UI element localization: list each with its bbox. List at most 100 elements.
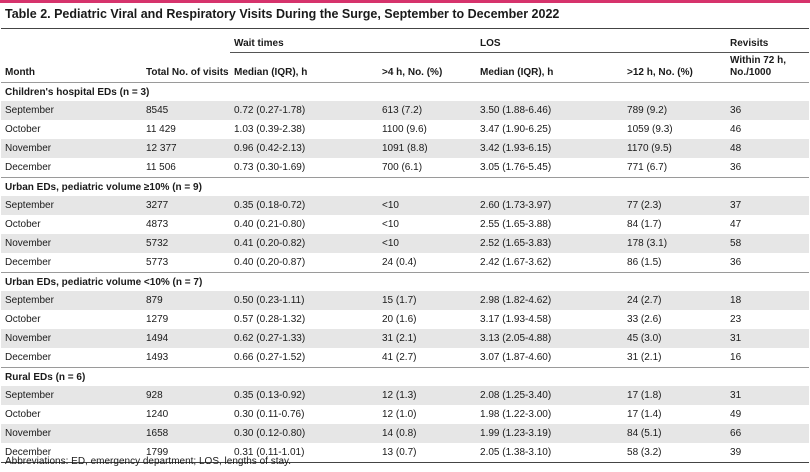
cell-wait-median: 0.30 (0.12-0.80): [230, 424, 378, 443]
cell-revisits: 66: [726, 424, 810, 443]
cell-los-median: 2.55 (1.65-3.88): [480, 219, 552, 230]
cell-los-median: 3.17 (1.93-4.58): [480, 314, 552, 325]
cell-wait-over-4h: <10: [378, 234, 477, 253]
cell-wait-over-4h: 41 (2.7): [382, 352, 417, 363]
section-label: Rural EDs (n = 6): [1, 367, 810, 386]
cell-revisits: 31: [726, 386, 810, 405]
cell-month: December: [5, 352, 52, 363]
cell-wait-median: 0.35 (0.18-0.72): [230, 196, 378, 215]
column-header-wait-median: Median (IQR), h: [234, 67, 308, 78]
cell-wait-median: 0.66 (0.27-1.52): [234, 352, 306, 363]
table-row: November 1494 0.62 (0.27-1.33) 31 (2.1) …: [1, 329, 810, 348]
section-rural: Rural EDs (n = 6) September 928 0.35 (0.…: [1, 367, 810, 463]
cell-wait-median: 0.31 (0.11-1.01): [234, 447, 305, 458]
cell-los-median: 2.08 (1.25-3.40): [476, 386, 624, 405]
table-row: October 4873 0.40 (0.21-0.80) <10 2.55 (…: [1, 215, 809, 234]
cell-month: November: [1, 424, 142, 443]
cell-wait-median: 1.03 (0.39-2.38): [234, 124, 306, 135]
table-title: Table 2. Pediatric Viral and Respiratory…: [5, 7, 560, 21]
cell-wait-median: 0.72 (0.27-1.78): [230, 101, 378, 120]
cell-total: 11 429: [146, 124, 176, 135]
column-header-total-visits: Total No. of visits: [146, 67, 229, 78]
cell-wait-over-4h: 613 (7.2): [378, 101, 477, 120]
cell-total: 5773: [146, 257, 169, 268]
column-header-revisits-72h: Within 72 h, No./1000: [730, 55, 787, 78]
cell-los-over-12h: 789 (9.2): [623, 101, 727, 120]
cell-revisits: 46: [730, 124, 742, 135]
cell-revisits: 48: [726, 139, 810, 158]
cell-month: September: [1, 101, 142, 120]
cell-los-over-12h: 33 (2.6): [627, 314, 662, 325]
cell-total: 12 377: [142, 139, 230, 158]
cell-revisits: 23: [730, 314, 742, 325]
cell-revisits: 39: [730, 447, 742, 458]
cell-month: September: [1, 386, 142, 405]
cell-wait-over-4h: 1091 (8.8): [378, 139, 477, 158]
cell-los-median: 2.98 (1.82-4.62): [476, 291, 624, 310]
cell-wait-median: 0.50 (0.23-1.11): [230, 291, 378, 310]
cell-month: November: [1, 234, 142, 253]
section-urban-low-pediatric: Urban EDs, pediatric volume <10% (n = 7)…: [1, 272, 810, 368]
table-row: October 1279 0.57 (0.28-1.32) 20 (1.6) 3…: [1, 310, 809, 329]
cell-total: 3277: [142, 196, 230, 215]
header-spacer: [1, 29, 142, 53]
cell-month: October: [5, 219, 41, 230]
cell-wait-median: 0.40 (0.21-0.80): [234, 219, 306, 230]
cell-wait-over-4h: 700 (6.1): [382, 162, 423, 173]
cell-los-over-12h: 178 (3.1): [623, 234, 727, 253]
table-row: November 12 377 0.96 (0.42-2.13) 1091 (8…: [1, 139, 810, 158]
cell-los-over-12h: 84 (1.7): [627, 219, 662, 230]
cell-total: 1279: [146, 314, 169, 325]
cell-los-over-12h: 1170 (9.5): [623, 139, 727, 158]
cell-total: 1658: [142, 424, 230, 443]
cell-total: 1240: [146, 409, 169, 420]
table-row: December 5773 0.40 (0.20-0.87) 24 (0.4) …: [1, 253, 809, 273]
section-label: Urban EDs, pediatric volume ≥10% (n = 9): [1, 177, 810, 196]
cell-los-over-12h: 84 (5.1): [623, 424, 727, 443]
cell-wait-over-4h: 14 (0.8): [378, 424, 477, 443]
cell-revisits: 37: [726, 196, 810, 215]
cell-wait-median: 0.73 (0.30-1.69): [234, 162, 306, 173]
table-row: October 1240 0.30 (0.11-0.76) 12 (1.0) 1…: [1, 405, 809, 424]
cell-wait-over-4h: 12 (1.0): [382, 409, 417, 420]
cell-los-over-12h: 771 (6.7): [627, 162, 668, 173]
cell-los-over-12h: 77 (2.3): [623, 196, 727, 215]
cell-wait-over-4h: 24 (0.4): [382, 257, 417, 268]
cell-wait-over-4h: 15 (1.7): [378, 291, 477, 310]
column-header-month: Month: [5, 67, 35, 78]
group-header-wait-times: Wait times: [230, 28, 477, 53]
cell-los-over-12h: 1059 (9.3): [627, 124, 673, 135]
table-row: November 1658 0.30 (0.12-0.80) 14 (0.8) …: [1, 424, 810, 443]
cell-total: 5732: [142, 234, 230, 253]
cell-los-median: 2.42 (1.67-3.62): [480, 257, 552, 268]
cell-los-over-12h: 58 (3.2): [627, 447, 662, 458]
table-row: December 11 506 0.73 (0.30-1.69) 700 (6.…: [1, 158, 809, 178]
cell-revisits: 31: [726, 329, 810, 348]
cell-total: 879: [142, 291, 230, 310]
cell-wait-median: 0.62 (0.27-1.33): [230, 329, 378, 348]
cell-revisits: 16: [730, 352, 742, 363]
header-spacer: [142, 29, 230, 53]
cell-month: December: [5, 257, 52, 268]
cell-revisits: 36: [726, 101, 810, 120]
group-header-revisits: Revisits: [726, 28, 810, 53]
cell-wait-median: 0.30 (0.11-0.76): [234, 409, 305, 420]
cell-total: 4873: [146, 219, 169, 230]
cell-los-median: 3.42 (1.93-6.15): [476, 139, 624, 158]
table-row: October 11 429 1.03 (0.39-2.38) 1100 (9.…: [1, 120, 809, 139]
table-footnote: Abbreviations: ED, emergency department;…: [5, 456, 292, 467]
cell-los-median: 3.07 (1.87-4.60): [480, 352, 552, 363]
cell-wait-over-4h: 1100 (9.6): [382, 124, 427, 135]
column-header-los-median: Median (IQR), h: [480, 67, 554, 78]
section-urban-high-pediatric: Urban EDs, pediatric volume ≥10% (n = 9)…: [1, 177, 810, 273]
cell-los-over-12h: 86 (1.5): [627, 257, 662, 268]
cell-wait-median: 0.57 (0.28-1.32): [234, 314, 306, 325]
cell-los-median: 3.47 (1.90-6.25): [480, 124, 552, 135]
section-childrens-hospital: Children's hospital EDs (n = 3) Septembe…: [1, 82, 810, 178]
section-label: Children's hospital EDs (n = 3): [1, 82, 810, 101]
cell-total: 928: [142, 386, 230, 405]
cell-wait-over-4h: 12 (1.3): [378, 386, 477, 405]
cell-revisits: 47: [730, 219, 742, 230]
cell-total: 1494: [142, 329, 230, 348]
table-row: December 1493 0.66 (0.27-1.52) 41 (2.7) …: [1, 348, 809, 368]
